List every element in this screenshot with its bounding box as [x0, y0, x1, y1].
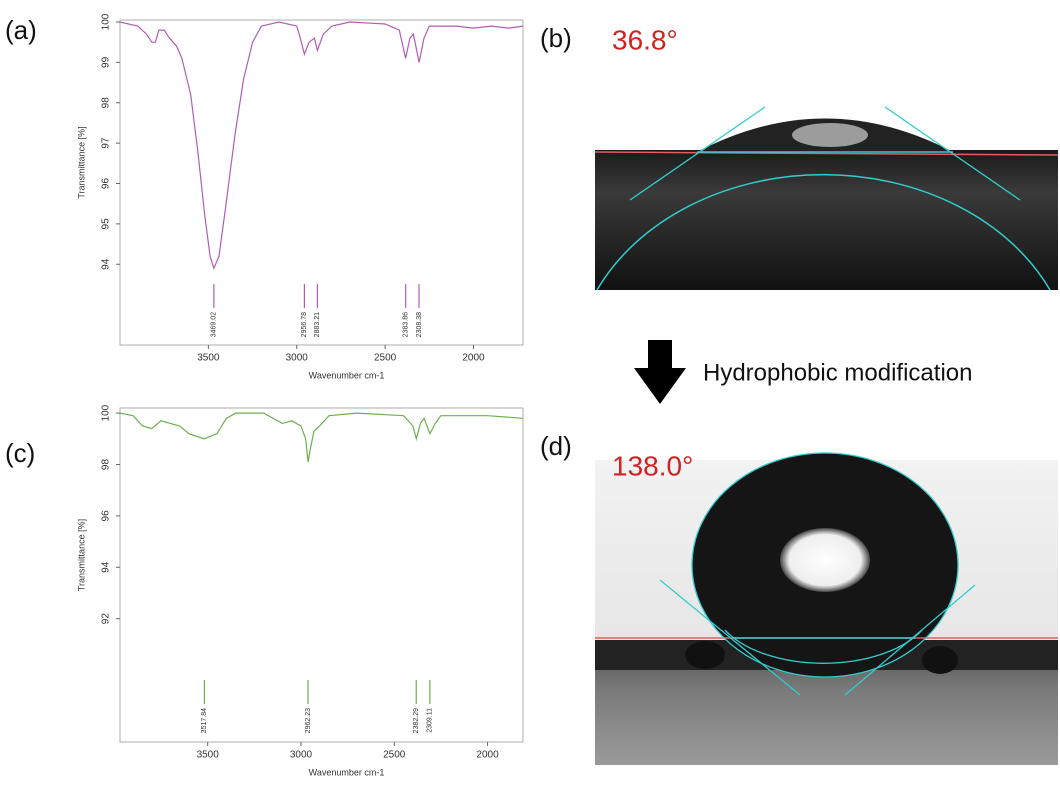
peak-label: 3469.02 — [211, 312, 218, 337]
peak-label: 2883.21 — [314, 312, 321, 337]
peak-label: 2956.78 — [301, 312, 308, 337]
peak-label: 2383.86 — [403, 312, 410, 337]
plot-frame — [119, 407, 524, 743]
panel-label: (b) — [540, 23, 572, 53]
x-tick-label: 2000 — [462, 353, 485, 364]
peak-label: 2309.11 — [427, 708, 434, 733]
y-axis-label: Transmittance [%] — [76, 126, 86, 198]
x-tick-label: 3000 — [290, 750, 313, 761]
x-tick-label: 2500 — [374, 353, 397, 364]
y-axis-label: Transmittance [%] — [76, 519, 86, 591]
peak-label: 2962.23 — [305, 708, 312, 733]
arrow — [634, 340, 686, 404]
x-tick-label: 3000 — [286, 353, 309, 364]
y-tick-label: 99 — [101, 56, 112, 68]
x-tick-label: 2500 — [383, 750, 406, 761]
spectrum-line — [119, 21, 524, 271]
panel-label: (d) — [540, 431, 572, 461]
y-tick-label: 98 — [101, 459, 112, 471]
y-tick-label: 100 — [101, 404, 112, 421]
panel-label: (c) — [5, 438, 35, 468]
plot-frame — [119, 19, 524, 346]
y-tick-label: 92 — [101, 613, 112, 625]
photo-b — [594, 106, 1059, 291]
photo-d — [595, 452, 1058, 765]
contact-angle: 138.0° — [612, 450, 693, 481]
spectrum-line — [119, 412, 524, 463]
peak-label: 2308.38 — [416, 312, 423, 337]
y-tick-label: 98 — [101, 97, 112, 109]
x-axis-label: Wavenumber cm-1 — [309, 767, 385, 777]
arrow-label: Hydrophobic modification — [703, 359, 972, 386]
y-tick-label: 100 — [101, 13, 112, 30]
y-tick-label: 95 — [101, 218, 112, 230]
y-tick-label: 94 — [101, 561, 112, 573]
peak-label: 2382.29 — [413, 708, 420, 733]
x-tick-label: 3500 — [197, 353, 220, 364]
x-axis-label: Wavenumber cm-1 — [309, 370, 385, 380]
x-tick-label: 2000 — [476, 750, 499, 761]
y-tick-label: 94 — [101, 258, 112, 270]
peak-label: 3517.84 — [201, 708, 208, 733]
panel-label: (a) — [5, 15, 37, 45]
contact-angle: 36.8° — [612, 24, 678, 55]
y-tick-label: 97 — [101, 137, 112, 149]
y-tick-label: 96 — [101, 510, 112, 522]
y-tick-label: 96 — [101, 178, 112, 190]
x-tick-label: 3500 — [197, 750, 220, 761]
